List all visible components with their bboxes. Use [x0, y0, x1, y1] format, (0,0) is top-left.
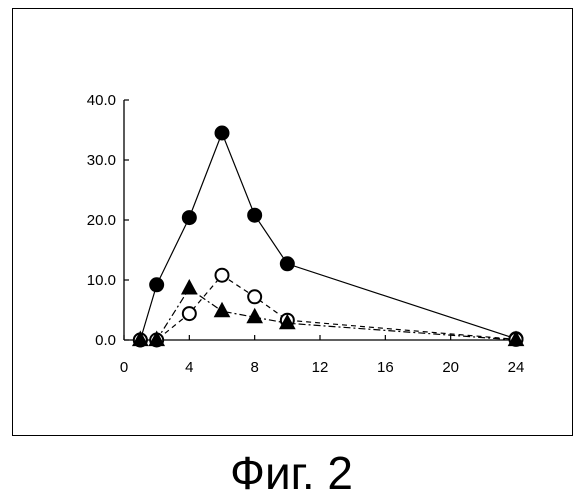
data-point-open-circle	[248, 290, 261, 303]
chart: 0.0 10.0 20.0 30.0 40.0 0 4 8 12 16 20 24	[0, 0, 583, 440]
x-tick-label: 0	[120, 359, 128, 376]
y-tick-label: 40.0	[87, 92, 116, 109]
x-tick-label: 12	[312, 359, 329, 376]
x-tick-label: 4	[185, 359, 193, 376]
data-point-open-circle	[216, 269, 229, 282]
chart-axes: 0.0 10.0 20.0 30.0 40.0 0 4 8 12 16 20 24	[87, 92, 525, 376]
data-point-filled-circle	[182, 211, 196, 225]
figure-caption: Фиг. 2	[0, 448, 583, 498]
series-line	[140, 133, 516, 340]
data-point-filled-circle	[215, 126, 229, 140]
data-point-filled-circle	[280, 257, 294, 271]
data-point-filled-triangle	[182, 280, 197, 294]
y-tick-label: 10.0	[87, 272, 116, 289]
x-tick-label: 24	[508, 359, 525, 376]
y-tick-label: 0.0	[95, 332, 116, 349]
data-point-filled-triangle	[215, 303, 230, 317]
data-point-filled-circle	[150, 278, 164, 292]
data-point-filled-circle	[248, 208, 262, 222]
y-tick-label: 30.0	[87, 152, 116, 169]
series-markers	[133, 126, 524, 347]
data-point-open-circle	[183, 307, 196, 320]
series-lines	[140, 133, 516, 340]
series-line	[140, 275, 516, 340]
x-tick-label: 8	[250, 359, 258, 376]
x-tick-label: 20	[442, 359, 459, 376]
y-tick-label: 20.0	[87, 212, 116, 229]
x-tick-label: 16	[377, 359, 394, 376]
